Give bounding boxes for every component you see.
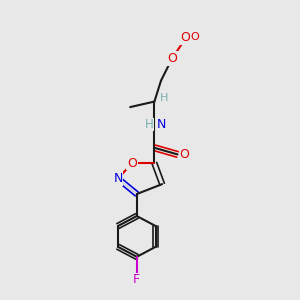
Text: O: O [167, 52, 177, 65]
Text: H: H [145, 118, 153, 131]
Text: N: N [157, 118, 166, 131]
Text: O: O [179, 148, 189, 161]
Text: N: N [113, 172, 123, 185]
Text: O: O [191, 32, 200, 42]
Text: O: O [167, 52, 177, 65]
Text: O: O [180, 31, 190, 44]
Text: F: F [133, 273, 140, 286]
Text: O: O [127, 157, 137, 170]
Text: H: H [160, 93, 168, 103]
